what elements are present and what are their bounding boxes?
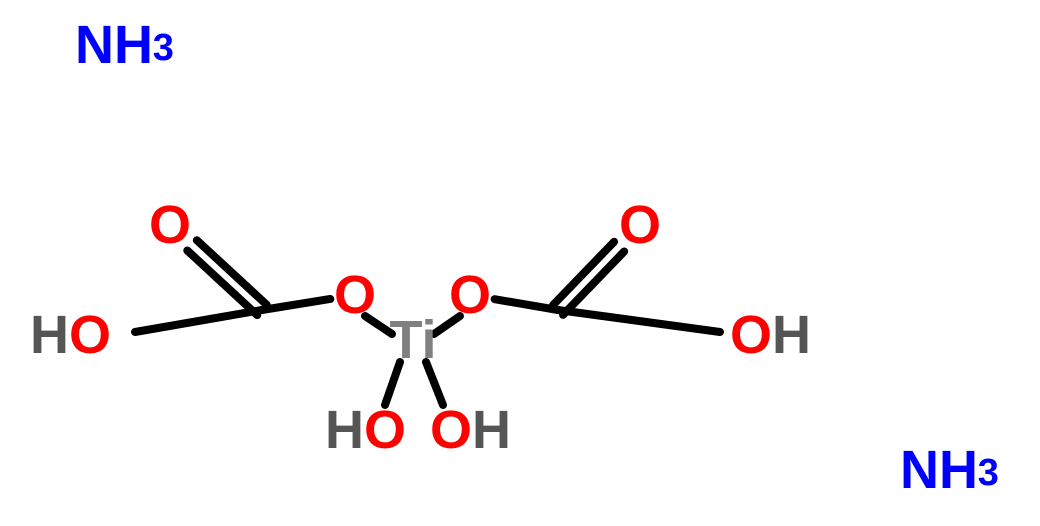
svg-text:NH: NH [75, 15, 153, 75]
label-oh-bottom-2: OH [430, 400, 511, 460]
svg-text:3: 3 [153, 27, 174, 69]
label-o-double-right: O [619, 195, 661, 255]
svg-text:HO: HO [30, 305, 111, 365]
label-ho-bottom-1: HO [325, 400, 406, 460]
label-ho-left: HO [30, 305, 111, 365]
label-o-single-left: O [334, 265, 376, 325]
label-nh3-bottom-right: NH3 [900, 440, 999, 500]
label-ti: Ti [389, 310, 436, 370]
label-oh-right: OH [730, 305, 811, 365]
label-nh3-top-left: NH3 [75, 15, 174, 75]
molecule-diagram: NH3NH3OOOOTiHOOHHOOH [0, 0, 1040, 526]
svg-text:OH: OH [730, 305, 811, 365]
svg-text:Ti: Ti [389, 310, 436, 370]
svg-text:OH: OH [430, 400, 511, 460]
label-o-single-right: O [449, 265, 491, 325]
svg-text:HO: HO [325, 400, 406, 460]
svg-text:3: 3 [978, 452, 999, 494]
svg-text:NH: NH [900, 440, 978, 500]
svg-text:O: O [449, 265, 491, 325]
label-o-double-left: O [149, 195, 191, 255]
svg-text:O: O [619, 195, 661, 255]
svg-text:O: O [334, 265, 376, 325]
svg-text:O: O [149, 195, 191, 255]
